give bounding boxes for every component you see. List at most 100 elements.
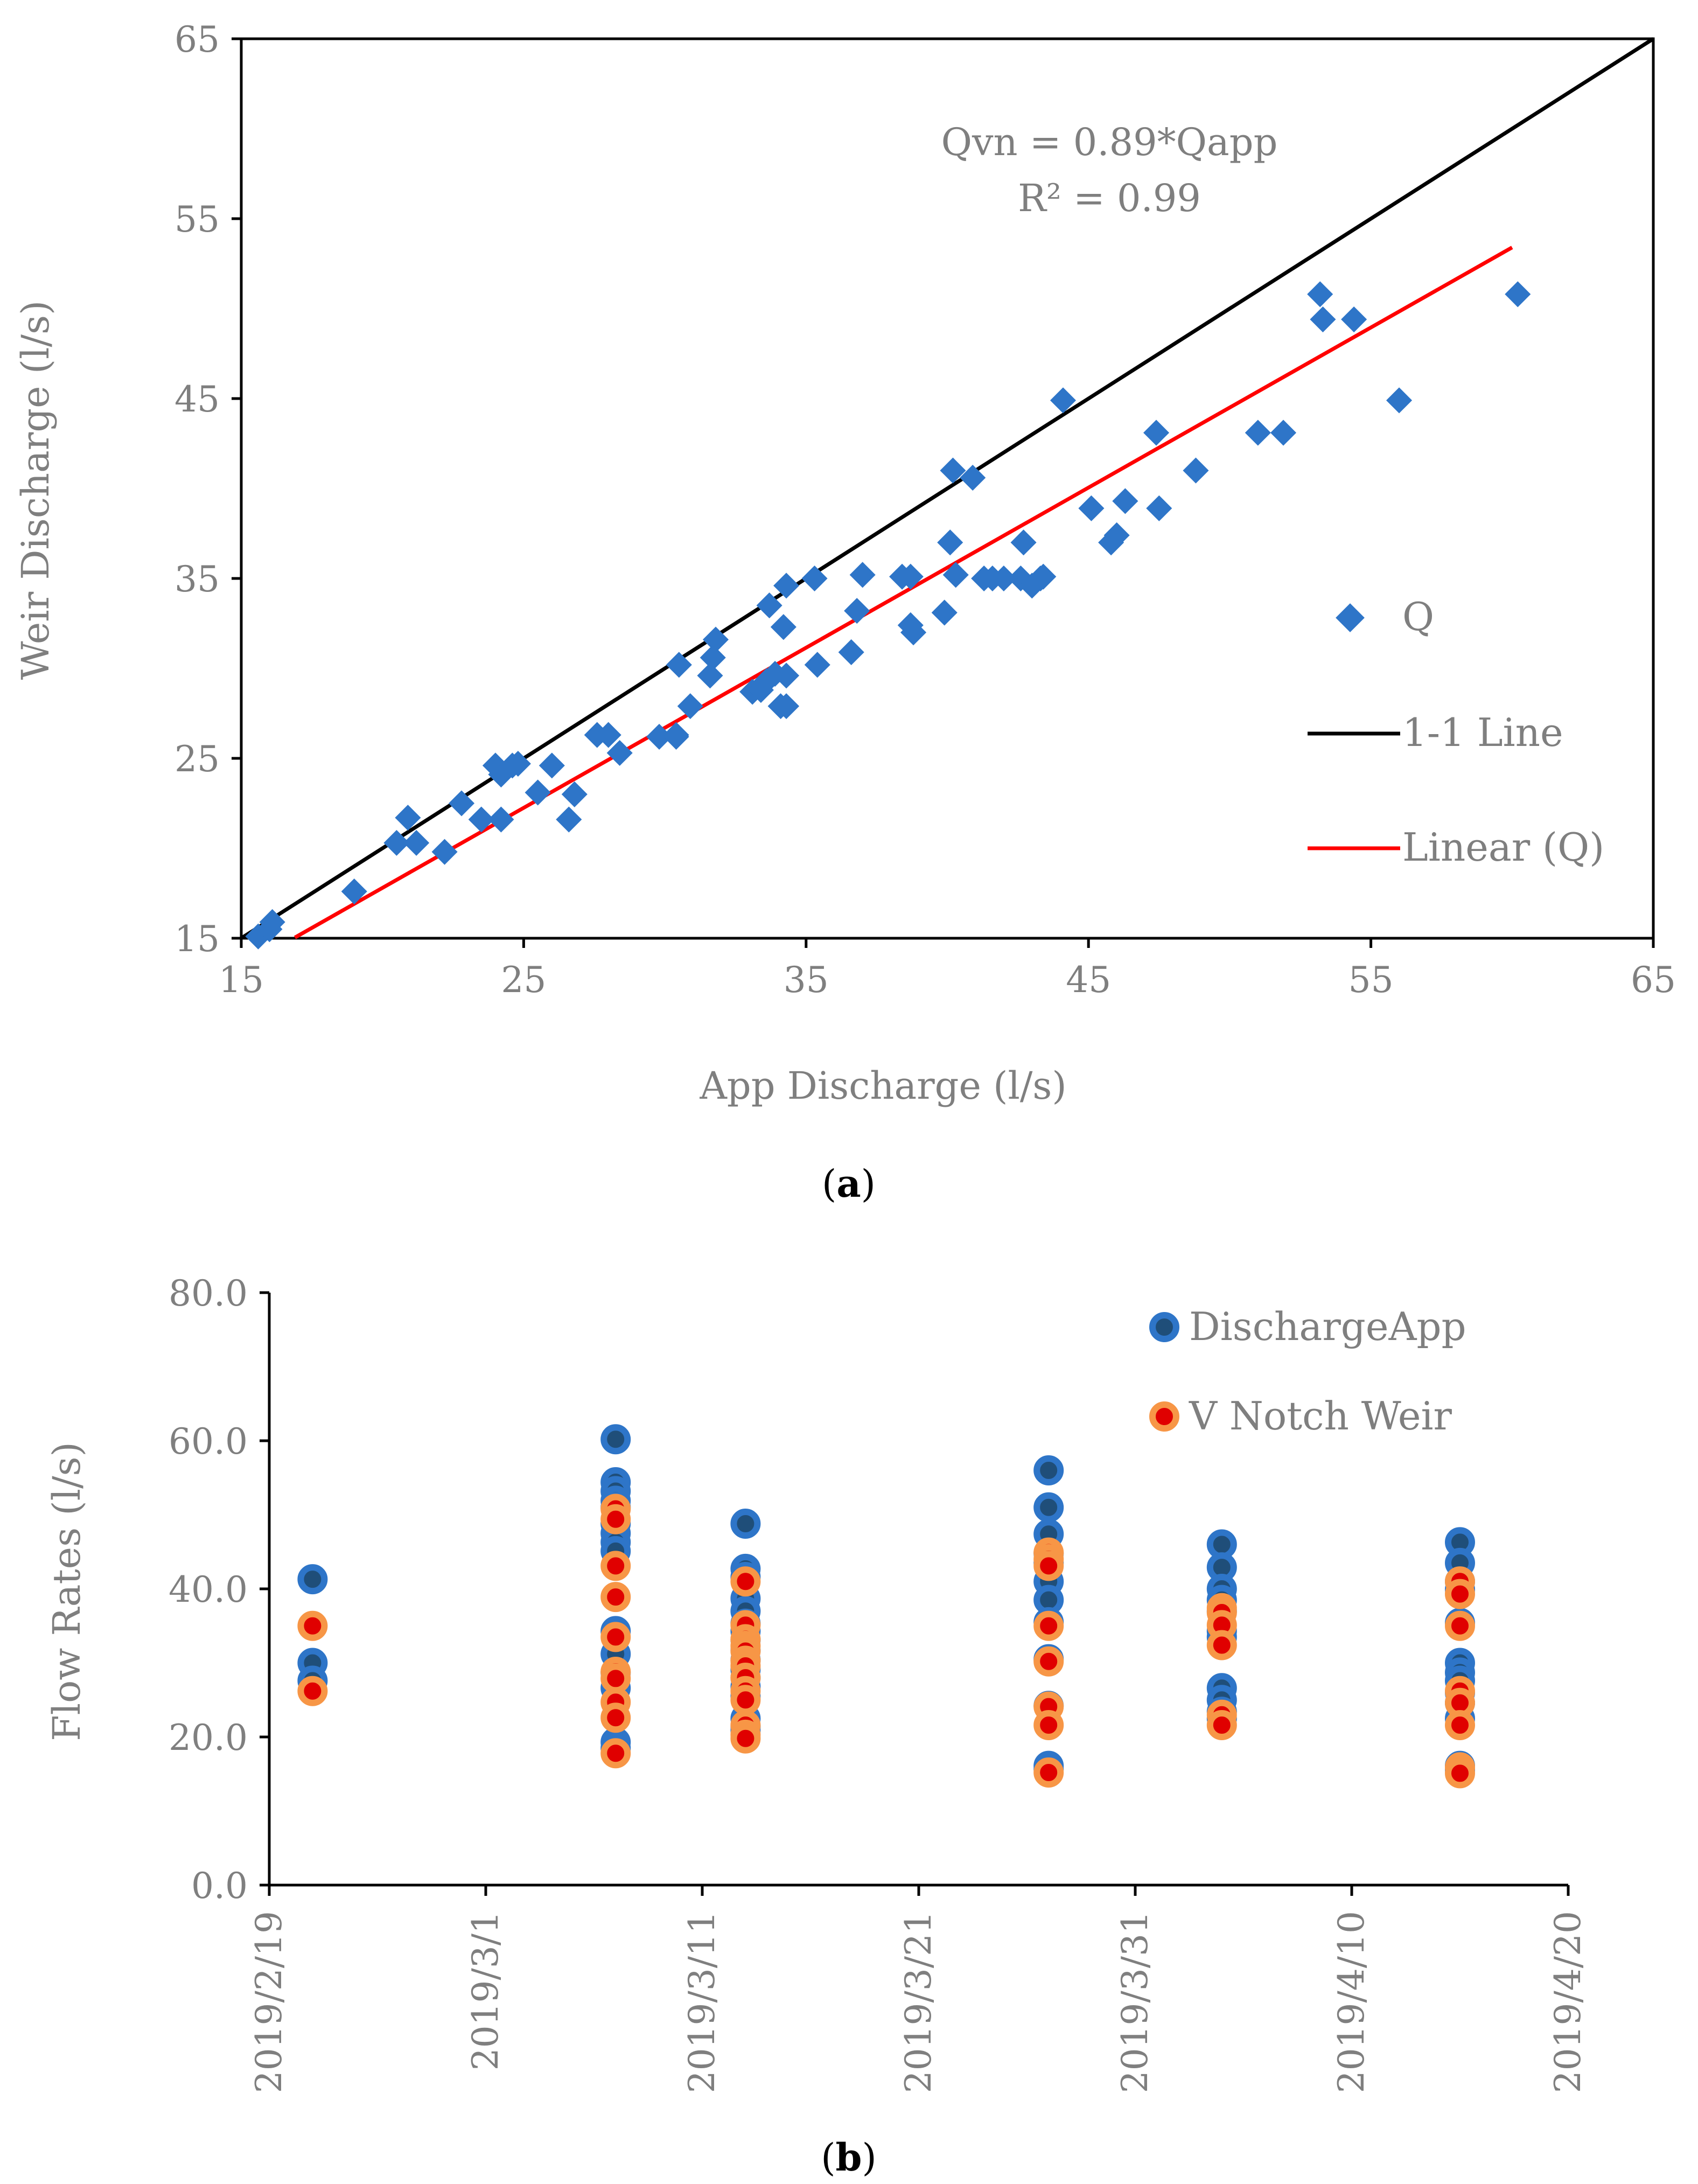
q-point bbox=[838, 639, 864, 665]
q-point bbox=[770, 614, 796, 640]
dischargeapp-point bbox=[730, 1509, 761, 1539]
b-xtick-label: 2019/2/19 bbox=[248, 1911, 290, 2093]
legend-q-label: Q bbox=[1402, 594, 1434, 639]
q-point bbox=[1307, 281, 1333, 308]
b-xtick-label: 2019/3/11 bbox=[681, 1911, 723, 2093]
legend-one-one-line-label: 1-1 Line bbox=[1402, 710, 1563, 755]
a-xtick-label: 15 bbox=[219, 959, 264, 1001]
caption-b-open-paren: ( bbox=[821, 2136, 835, 2180]
dischargeapp-point bbox=[1033, 1455, 1064, 1485]
b-ytick-label: 60.0 bbox=[169, 1421, 248, 1462]
q-point bbox=[844, 598, 870, 624]
a-ytick-label: 25 bbox=[174, 738, 220, 780]
q-point bbox=[1386, 387, 1413, 414]
vnotch-weir-point bbox=[600, 1504, 631, 1534]
vnotch-weir-point bbox=[1445, 1579, 1475, 1609]
a-xtick-label: 25 bbox=[501, 959, 546, 1001]
b-xtick-label: 2019/3/21 bbox=[898, 1911, 939, 2093]
q-point bbox=[488, 806, 514, 833]
legend-q-marker bbox=[1336, 603, 1365, 632]
one-one-line bbox=[240, 37, 1654, 940]
a-ytick-label: 45 bbox=[174, 379, 220, 420]
dischargeapp-point bbox=[1033, 1492, 1064, 1523]
caption-a-close-paren: ) bbox=[861, 1162, 876, 1206]
vnotch-weir-point bbox=[600, 1738, 631, 1769]
a-ytick-label: 55 bbox=[174, 199, 220, 240]
q-point bbox=[931, 599, 958, 626]
caption-a-open-paren: ( bbox=[822, 1162, 836, 1206]
panel-a-plot-area bbox=[240, 37, 1655, 940]
vnotch-weir-point bbox=[730, 1723, 761, 1754]
vnotch-weir-point bbox=[1206, 1630, 1237, 1660]
q-point bbox=[1143, 420, 1170, 446]
legend-dischargeapp-marker bbox=[1149, 1312, 1179, 1342]
q-point bbox=[937, 529, 963, 556]
vnotch-weir-point bbox=[1033, 1757, 1064, 1788]
q-point bbox=[1183, 457, 1209, 484]
q-point bbox=[539, 752, 565, 779]
legend-dischargeapp-label: DischargeApp bbox=[1189, 1304, 1466, 1349]
vnotch-weir-point bbox=[1033, 1551, 1064, 1581]
q-point bbox=[431, 839, 458, 865]
a-ytick-label: 65 bbox=[174, 19, 220, 60]
panel-b-ylabel: Flow Rates (l/s) bbox=[45, 1442, 89, 1741]
a-xtick-label: 55 bbox=[1348, 959, 1394, 1001]
panel-a-legend: Q 1-1 Line Linear (Q) bbox=[1308, 594, 1604, 870]
vnotch-weir-point bbox=[1033, 1710, 1064, 1740]
b-ytick-label: 20.0 bbox=[169, 1717, 248, 1759]
b-xtick-label: 2019/3/1 bbox=[465, 1911, 506, 2070]
q-point bbox=[1103, 522, 1130, 548]
panel-a-ylabel: Weir Discharge (l/s) bbox=[13, 301, 58, 680]
panel-a-scatter: 15 25 35 45 55 65 15 25 35 45 55 65 Qvn = 0.89*Qapp… bbox=[13, 19, 1676, 1108]
vnotch-weir-point bbox=[1033, 1610, 1064, 1641]
q-point bbox=[1505, 281, 1531, 308]
vnotch-weir-point bbox=[600, 1622, 631, 1652]
panel-a-r-squared: R² = 0.99 bbox=[1018, 176, 1201, 220]
legend-linear-q-label: Linear (Q) bbox=[1402, 825, 1604, 870]
q-point bbox=[804, 652, 830, 678]
q-point bbox=[1310, 306, 1336, 333]
q-point bbox=[1010, 529, 1037, 556]
b-ytick-label: 40.0 bbox=[169, 1569, 248, 1610]
q-point bbox=[1341, 306, 1367, 333]
vnotch-weir-point bbox=[600, 1663, 631, 1694]
dischargeapp-point bbox=[297, 1564, 328, 1595]
caption-b-letter: b bbox=[836, 2135, 862, 2180]
a-xtick-label: 65 bbox=[1631, 959, 1676, 1001]
vnotch-weir-point bbox=[1445, 1758, 1475, 1789]
q-point bbox=[942, 562, 969, 588]
panel-b-time-series: 0.0 20.0 40.0 60.0 80.0 2019/2/19 2019/3/1 2019… bbox=[45, 1273, 1589, 2093]
caption-b-close-paren: ) bbox=[862, 2136, 876, 2180]
b-ytick-label: 80.0 bbox=[169, 1273, 248, 1314]
caption-a: (a) bbox=[822, 1161, 876, 1206]
vnotch-weir-point bbox=[297, 1676, 328, 1706]
q-point bbox=[1112, 488, 1138, 514]
q-point bbox=[1078, 495, 1105, 521]
vnotch-weir-point bbox=[730, 1566, 761, 1597]
caption-a-letter: a bbox=[836, 1161, 861, 1206]
q-point bbox=[677, 693, 703, 720]
vnotch-weir-point bbox=[1445, 1610, 1475, 1641]
q-point bbox=[556, 806, 582, 833]
q-point bbox=[849, 562, 876, 588]
panel-b-legend: DischargeApp V Notch Weir bbox=[1149, 1304, 1466, 1439]
q-point bbox=[1146, 495, 1172, 521]
vnotch-weir-point bbox=[1033, 1646, 1064, 1677]
b-xtick-label: 2019/4/10 bbox=[1331, 1911, 1372, 2093]
vnotch-weir-point bbox=[600, 1551, 631, 1581]
a-ytick-label: 15 bbox=[174, 918, 220, 960]
vnotch-weir-point bbox=[297, 1610, 328, 1641]
q-point bbox=[1245, 420, 1271, 446]
q-point bbox=[525, 779, 551, 806]
vnotch-weir-point bbox=[1445, 1710, 1475, 1740]
linear-q-trendline bbox=[294, 246, 1513, 939]
vnotch-weir-point bbox=[600, 1702, 631, 1733]
a-xtick-label: 35 bbox=[784, 959, 829, 1001]
b-xtick-label: 2019/4/20 bbox=[1547, 1911, 1589, 2093]
panel-a-xlabel: App Discharge (l/s) bbox=[699, 1064, 1066, 1108]
vnotch-weir-point bbox=[600, 1582, 631, 1613]
legend-vnotch-label: V Notch Weir bbox=[1189, 1393, 1452, 1439]
dischargeapp-point bbox=[600, 1424, 631, 1455]
a-xtick-label: 45 bbox=[1066, 959, 1111, 1001]
